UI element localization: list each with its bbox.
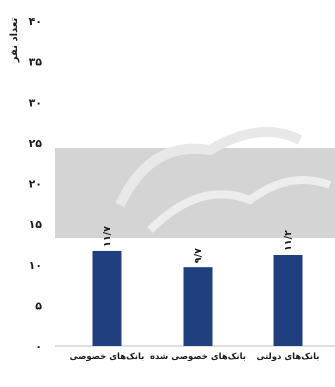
y-tick-label: ۲۵ — [29, 137, 43, 150]
category-label: بانک‌های خصوصی شده — [150, 352, 246, 362]
data-label: ۹/۷ — [193, 248, 204, 263]
y-tick-label: ۳۰ — [29, 96, 42, 109]
bar — [92, 250, 122, 346]
category-label: بانک‌های دولتی — [256, 352, 319, 362]
data-labels: ۱۱/۷ ۹/۷ ۱۱/۲ — [102, 226, 294, 263]
y-tick-label: ۱۰ — [29, 259, 42, 272]
y-tick-label: ۲۰ — [29, 178, 42, 191]
y-tick-label: ۱۵ — [29, 218, 43, 231]
y-tick-label: ۴۰ — [29, 15, 42, 28]
y-axis-label: تعداد نفر — [9, 18, 20, 64]
y-tick-label: ۳۵ — [29, 56, 43, 69]
bar — [273, 255, 303, 346]
bars — [92, 250, 303, 346]
data-label: ۱۱/۲ — [283, 230, 294, 251]
watermark-logo — [55, 127, 335, 238]
y-tick-label: ۰ — [35, 340, 42, 353]
bar — [183, 267, 213, 346]
category-labels: بانک‌های خصوصی بانک‌های خصوصی شده بانک‌های… — [70, 352, 320, 362]
y-tick-label: ۵ — [35, 299, 42, 312]
y-axis-ticks: ۰ ۵ ۱۰ ۱۵ ۲۰ ۲۵ ۳۰ ۳۵ ۴۰ — [29, 15, 43, 353]
category-label: بانک‌های خصوصی — [70, 352, 145, 362]
data-label: ۱۱/۷ — [102, 226, 113, 247]
